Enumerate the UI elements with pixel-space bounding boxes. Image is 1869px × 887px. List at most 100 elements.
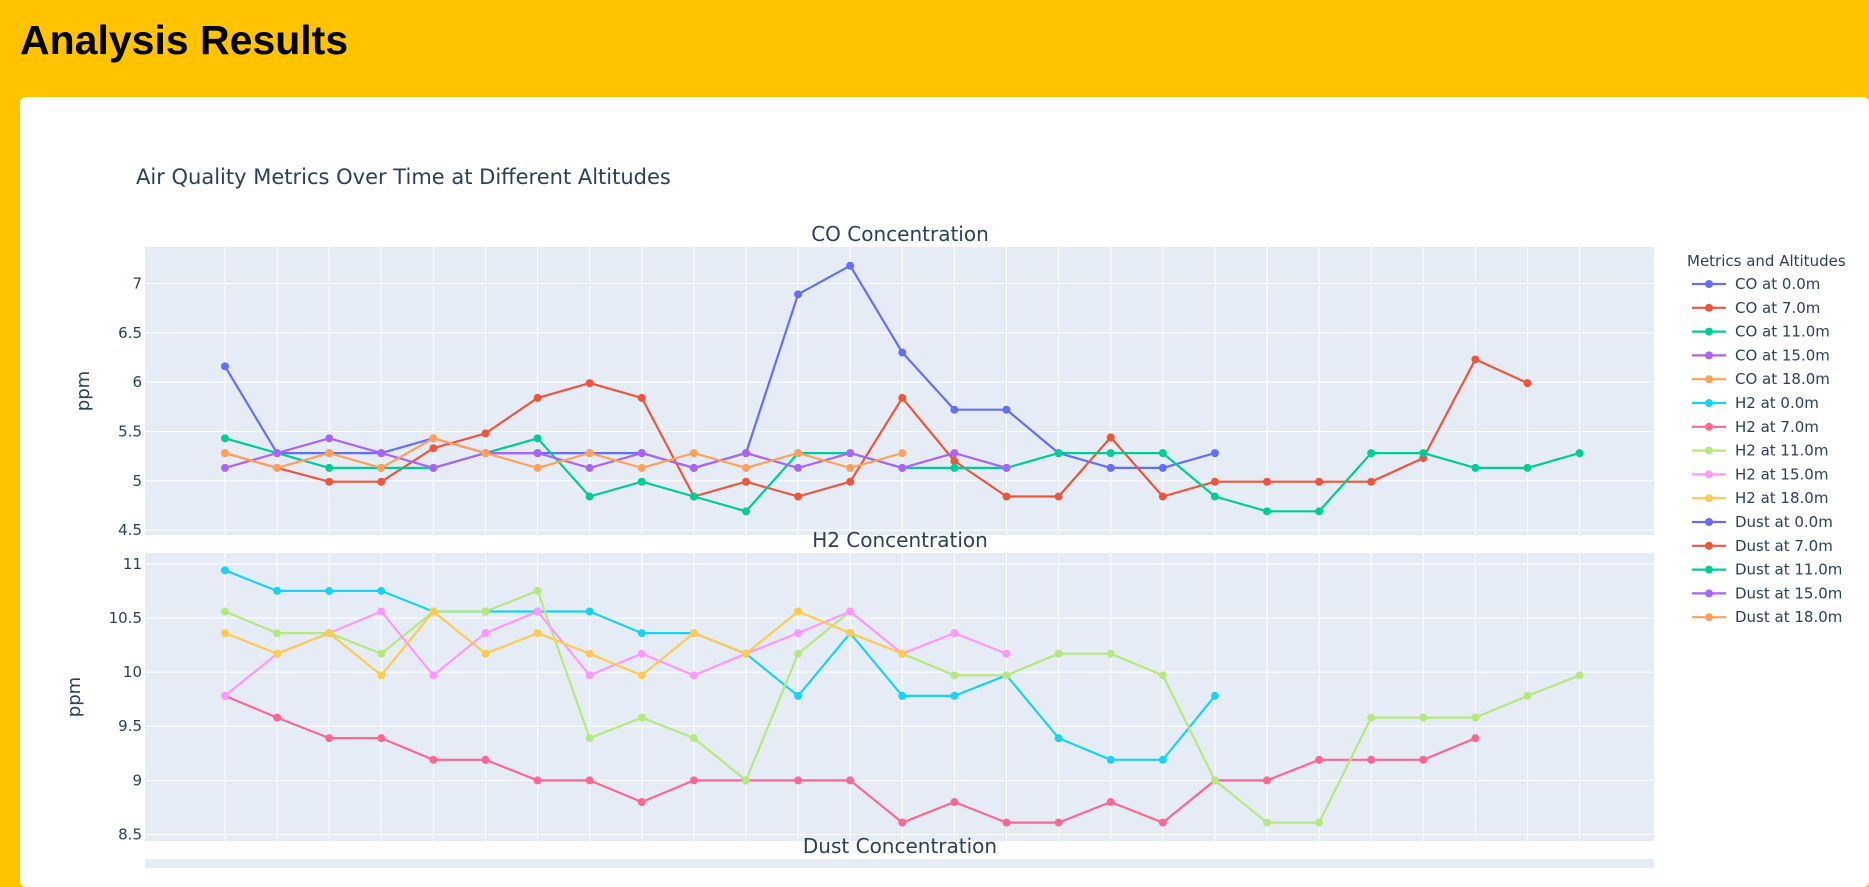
co-data-point[interactable]	[689, 492, 698, 501]
h2-data-point[interactable]	[1158, 671, 1167, 680]
co-data-point[interactable]	[1002, 492, 1011, 501]
co-data-point[interactable]	[585, 463, 594, 472]
legend-item-label[interactable]: H2 at 15.0m	[1735, 465, 1828, 483]
legend-item-label[interactable]: CO at 18.0m	[1735, 370, 1830, 388]
legend-item-label[interactable]: Dust at 11.0m	[1735, 561, 1842, 579]
h2-data-point[interactable]	[1315, 818, 1324, 827]
h2-data-point[interactable]	[221, 607, 229, 616]
h2-data-point[interactable]	[481, 607, 490, 616]
h2-series-line-4[interactable]	[224, 610, 903, 677]
co-data-point[interactable]	[1315, 477, 1324, 486]
h2-data-point[interactable]	[950, 629, 959, 638]
co-data-point[interactable]	[846, 477, 855, 486]
co-data-point[interactable]	[637, 477, 646, 486]
h2-data-point[interactable]	[1471, 713, 1480, 722]
co-data-point[interactable]	[585, 379, 594, 388]
co-data-point[interactable]	[533, 449, 542, 458]
legend-item-label[interactable]: CO at 11.0m	[1735, 323, 1830, 341]
h2-data-point[interactable]	[1002, 649, 1011, 658]
h2-data-point[interactable]	[1210, 776, 1219, 785]
h2-data-point[interactable]	[377, 734, 386, 743]
co-data-point[interactable]	[221, 463, 229, 472]
co-data-point[interactable]	[846, 261, 855, 270]
co-data-point[interactable]	[429, 444, 438, 453]
h2-data-point[interactable]	[273, 713, 282, 722]
h2-data-point[interactable]	[585, 776, 594, 785]
h2-data-point[interactable]	[533, 586, 542, 595]
h2-data-point[interactable]	[794, 607, 803, 616]
h2-data-point[interactable]	[481, 755, 490, 764]
h2-data-point[interactable]	[742, 649, 750, 658]
co-data-point[interactable]	[1210, 449, 1219, 458]
legend-item-label[interactable]: H2 at 7.0m	[1735, 418, 1819, 436]
h2-data-point[interactable]	[481, 649, 490, 658]
legend-item-label[interactable]: CO at 7.0m	[1735, 299, 1820, 317]
co-data-point[interactable]	[221, 449, 229, 458]
co-data-point[interactable]	[325, 434, 334, 443]
co-data-point[interactable]	[1367, 477, 1376, 486]
h2-data-point[interactable]	[898, 691, 907, 700]
h2-data-point[interactable]	[273, 586, 282, 595]
h2-data-point[interactable]	[846, 607, 855, 616]
co-data-point[interactable]	[1575, 449, 1584, 458]
co-data-point[interactable]	[898, 393, 907, 402]
co-data-point[interactable]	[794, 492, 803, 501]
h2-data-point[interactable]	[794, 776, 803, 785]
co-data-point[interactable]	[898, 348, 907, 357]
h2-data-point[interactable]	[1158, 818, 1167, 827]
co-data-point[interactable]	[950, 463, 959, 472]
h2-data-point[interactable]	[533, 607, 542, 616]
co-data-point[interactable]	[377, 449, 386, 458]
legend-item-label[interactable]: Dust at 15.0m	[1735, 584, 1842, 602]
legend-item-label[interactable]: H2 at 18.0m	[1735, 489, 1828, 507]
co-data-point[interactable]	[1419, 449, 1428, 458]
h2-data-point[interactable]	[325, 586, 334, 595]
h2-data-point[interactable]	[846, 629, 855, 638]
h2-data-point[interactable]	[585, 607, 594, 616]
co-data-point[interactable]	[1523, 463, 1532, 472]
h2-data-point[interactable]	[429, 671, 438, 680]
h2-data-point[interactable]	[377, 671, 386, 680]
co-series-line-4[interactable]	[224, 437, 903, 469]
h2-data-point[interactable]	[533, 629, 542, 638]
h2-data-point[interactable]	[1263, 818, 1271, 827]
co-data-point[interactable]	[325, 463, 334, 472]
co-data-point[interactable]	[325, 477, 334, 486]
h2-data-point[interactable]	[1002, 671, 1011, 680]
co-data-point[interactable]	[1158, 463, 1167, 472]
h2-data-point[interactable]	[689, 671, 698, 680]
h2-data-point[interactable]	[689, 629, 698, 638]
h2-data-point[interactable]	[794, 649, 803, 658]
h2-data-point[interactable]	[637, 629, 646, 638]
h2-data-point[interactable]	[1575, 671, 1584, 680]
h2-data-point[interactable]	[273, 629, 282, 638]
h2-data-point[interactable]	[221, 691, 229, 700]
h2-data-point[interactable]	[377, 607, 386, 616]
co-data-point[interactable]	[429, 434, 438, 443]
co-data-point[interactable]	[1158, 449, 1167, 458]
dust-plot-area[interactable]	[145, 859, 1654, 868]
h2-data-point[interactable]	[950, 671, 959, 680]
co-data-point[interactable]	[794, 463, 803, 472]
h2-data-point[interactable]	[1523, 691, 1532, 700]
co-data-point[interactable]	[1210, 492, 1219, 501]
co-data-point[interactable]	[481, 429, 490, 438]
legend-item-label[interactable]: H2 at 0.0m	[1735, 394, 1819, 412]
h2-data-point[interactable]	[377, 586, 386, 595]
co-data-point[interactable]	[1002, 405, 1011, 414]
legend-item-label[interactable]: Dust at 18.0m	[1735, 608, 1842, 626]
co-data-point[interactable]	[1471, 463, 1480, 472]
co-data-point[interactable]	[1210, 477, 1219, 486]
h2-data-point[interactable]	[221, 629, 229, 638]
h2-data-point[interactable]	[1419, 755, 1428, 764]
h2-data-point[interactable]	[1106, 649, 1115, 658]
co-data-point[interactable]	[481, 449, 490, 458]
h2-data-point[interactable]	[585, 734, 594, 743]
co-data-point[interactable]	[637, 449, 646, 458]
co-data-point[interactable]	[637, 393, 646, 402]
co-data-point[interactable]	[742, 507, 750, 516]
h2-data-point[interactable]	[1367, 713, 1376, 722]
h2-data-point[interactable]	[950, 691, 959, 700]
h2-data-point[interactable]	[1054, 818, 1063, 827]
h2-data-point[interactable]	[1210, 691, 1219, 700]
